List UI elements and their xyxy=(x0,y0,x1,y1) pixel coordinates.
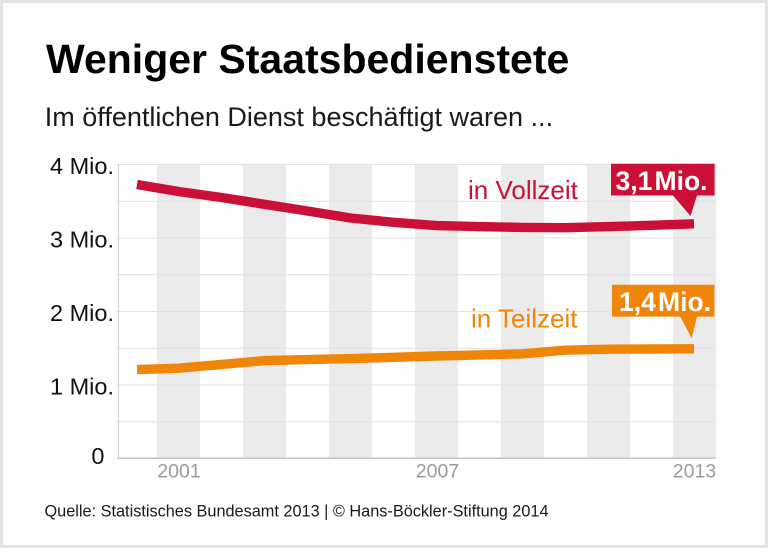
svg-text:3,1 Mio.: 3,1 Mio. xyxy=(616,166,708,196)
svg-text:4 Mio.: 4 Mio. xyxy=(50,153,114,179)
svg-text:2007: 2007 xyxy=(416,461,459,483)
svg-text:in Teilzeit: in Teilzeit xyxy=(471,304,578,334)
svg-text:2 Mio.: 2 Mio. xyxy=(50,300,114,326)
svg-text:0: 0 xyxy=(91,443,104,469)
svg-text:in Vollzeit: in Vollzeit xyxy=(468,175,579,205)
svg-text:Im öffentlichen Dienst beschäf: Im öffentlichen Dienst beschäftigt waren… xyxy=(45,102,553,132)
svg-text:1,4 Mio.: 1,4 Mio. xyxy=(619,287,711,317)
svg-text:2013: 2013 xyxy=(673,461,716,483)
svg-text:1 Mio.: 1 Mio. xyxy=(50,373,114,399)
svg-text:Weniger Staatsbedienstete: Weniger Staatsbedienstete xyxy=(46,36,569,82)
svg-text:3 Mio.: 3 Mio. xyxy=(50,226,114,252)
svg-text:2001: 2001 xyxy=(157,461,200,483)
svg-text:Quelle: Statistisches Bundesam: Quelle: Statistisches Bundesamt 2013 | ©… xyxy=(45,503,549,521)
